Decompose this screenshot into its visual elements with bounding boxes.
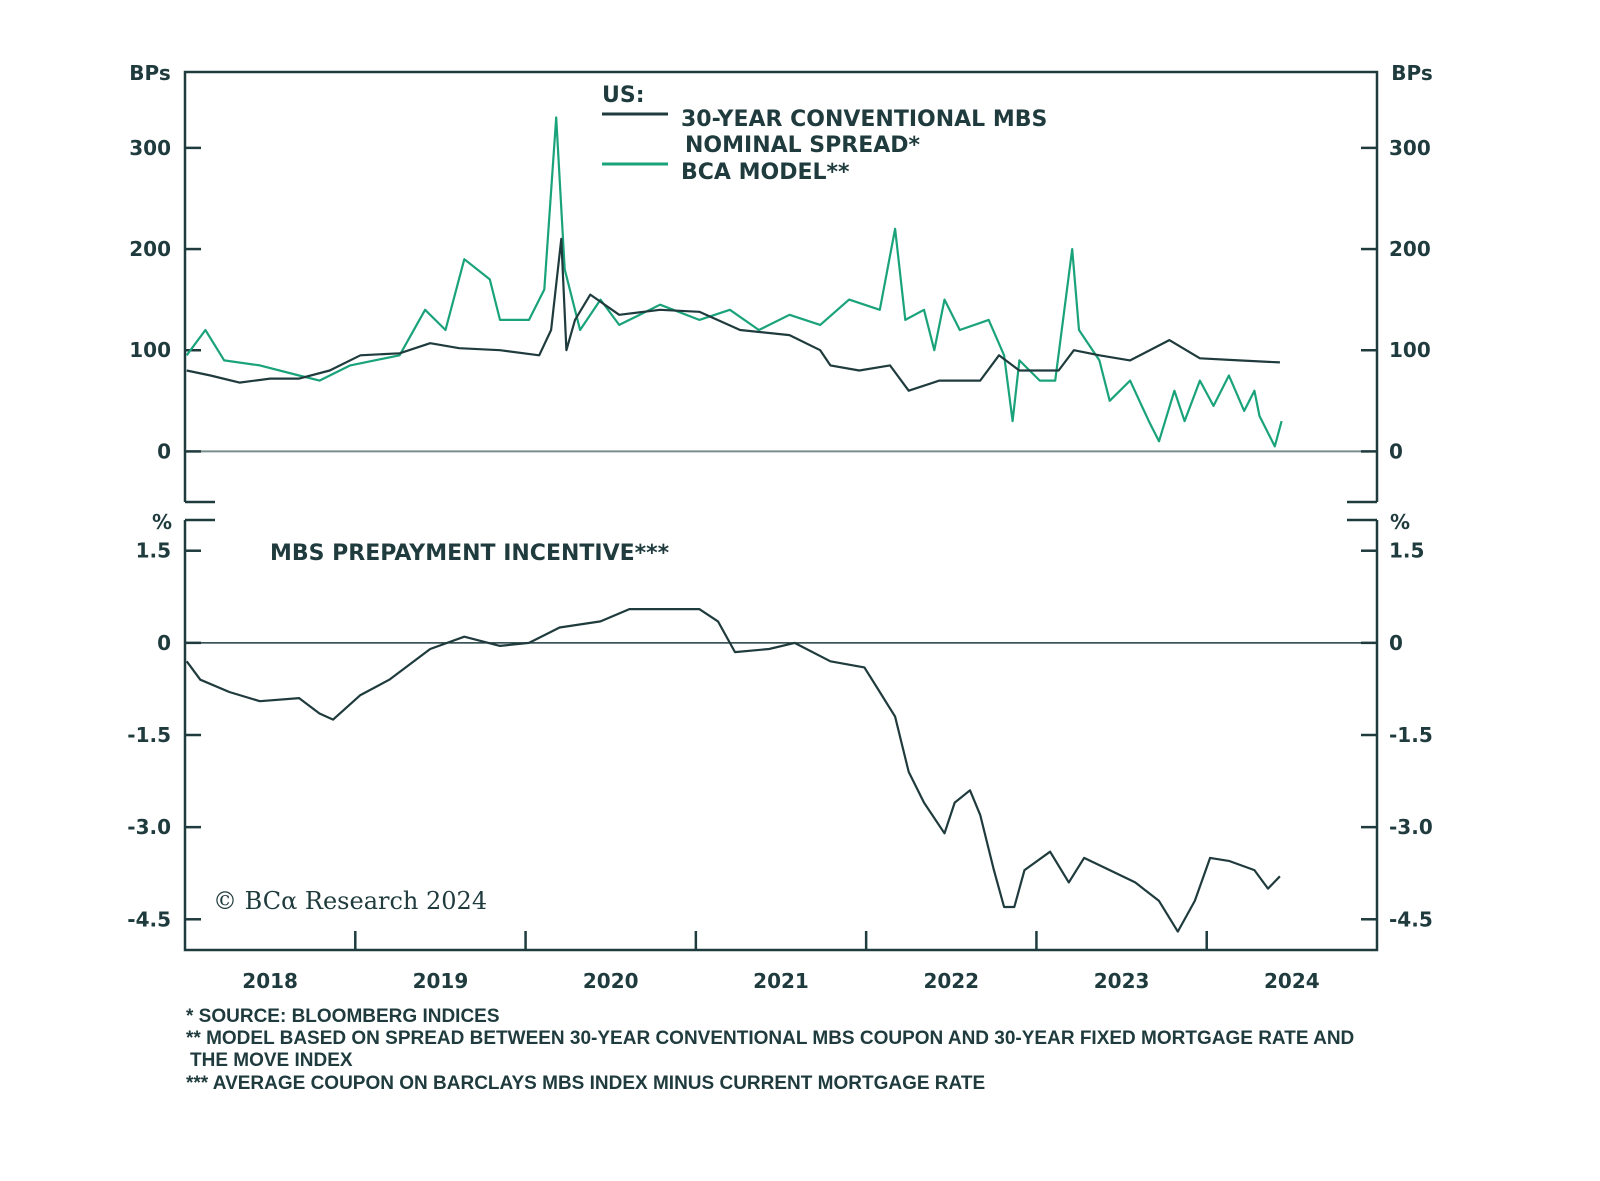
bottom-y-label-left: %	[152, 510, 172, 534]
y-tick-label-right: 100	[1389, 338, 1431, 362]
y-tick-label-left: 200	[129, 237, 171, 261]
y-tick-label-right: 200	[1389, 237, 1431, 261]
bottom-panel-title: MBS PREPAYMENT INCENTIVE***	[270, 541, 670, 566]
y-tick-label-right: 300	[1389, 136, 1431, 160]
y-tick-label-right: 0	[1389, 631, 1403, 655]
footnote-2-cont: THE MOVE INDEX	[190, 1050, 353, 1071]
footnote-1: * SOURCE: BLOOMBERG INDICES	[186, 1006, 500, 1027]
footnote-2: ** MODEL BASED ON SPREAD BETWEEN 30-YEAR…	[186, 1028, 1354, 1049]
y-tick-label-right: -3.0	[1389, 815, 1433, 839]
legend-heading: US:	[602, 83, 645, 108]
legend-entry-model: BCA MODEL**	[681, 160, 850, 185]
series-line-mbs-nominal-spread	[186, 237, 1280, 392]
chart-frame	[183, 70, 1379, 952]
y-tick-label-left: 0	[157, 631, 171, 655]
top-panel-frame	[183, 70, 1379, 502]
watermark: © BCα Research 2024	[213, 887, 487, 915]
y-tick-label-left: 0	[157, 439, 171, 463]
y-tick-label-left: 100	[129, 338, 171, 362]
footnote-3: *** AVERAGE COUPON ON BARCLAYS MBS INDEX…	[186, 1073, 985, 1094]
top-y-label-left: BPs	[129, 61, 170, 85]
legend-entry-spread-1: 30-YEAR CONVENTIONAL MBS	[681, 107, 1047, 132]
x-tick-label: 2019	[413, 969, 469, 993]
series-lines	[185, 116, 1283, 933]
top-y-label-right: BPs	[1391, 61, 1432, 85]
y-tick-label-left: -1.5	[127, 723, 171, 747]
y-tick-label-right: 1.5	[1389, 539, 1424, 563]
legend: US: 30-YEAR CONVENTIONAL MBS NOMINAL SPR…	[602, 83, 1047, 185]
axis-ticks: 0 0 100 100 200 200 300 300 1.5 1.5 0 0 -1.5 -1.5 -3.0…	[127, 136, 1432, 993]
bottom-panel-frame	[183, 520, 1379, 952]
x-tick-label: 2021	[753, 969, 809, 993]
x-tick-label: 2020	[583, 969, 639, 993]
series-line-bca-model	[185, 116, 1283, 448]
y-tick-label-right: 0	[1389, 439, 1403, 463]
y-tick-label-right: -4.5	[1389, 907, 1433, 931]
legend-entry-spread-2: NOMINAL SPREAD*	[685, 133, 921, 158]
y-tick-label-left: -3.0	[127, 815, 171, 839]
y-tick-label-left: 300	[129, 136, 171, 160]
x-tick-label: 2022	[923, 969, 979, 993]
y-tick-label-right: -1.5	[1389, 723, 1433, 747]
y-tick-label-left: 1.5	[136, 539, 171, 563]
x-tick-label: 2023	[1094, 969, 1150, 993]
footnotes: * SOURCE: BLOOMBERG INDICES ** MODEL BAS…	[186, 1006, 1354, 1094]
bottom-y-label-right: %	[1390, 510, 1410, 534]
y-tick-label-left: -4.5	[127, 907, 171, 931]
x-tick-label: 2024	[1264, 969, 1320, 993]
x-tick-label: 2018	[242, 969, 298, 993]
series-line-prepayment-incentive	[185, 608, 1281, 933]
